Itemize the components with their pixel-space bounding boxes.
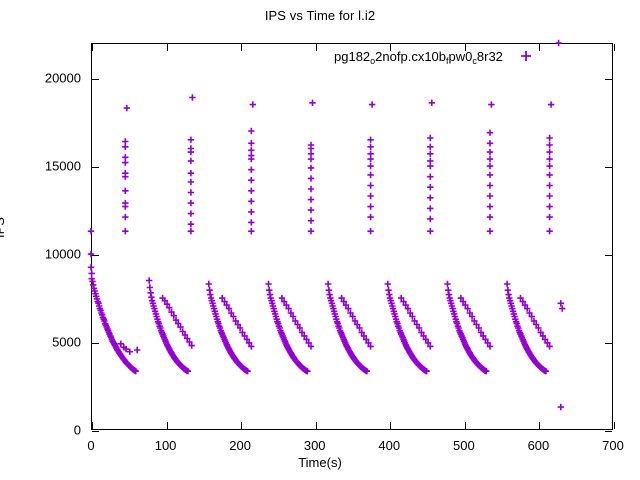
x-tick-label: 500 [452,438,475,453]
x-tick-top [315,44,317,51]
y-tick-right [605,343,612,345]
y-tick [92,431,99,432]
x-tick-label: 300 [303,438,326,453]
chart-title: IPS vs Time for l.i2 [264,8,376,23]
x-tick [539,422,541,429]
y-tick [92,167,99,169]
y-tick-right [605,431,612,432]
legend-series-label: pg182o2nofp.cx10bfpw0c8r32 [334,48,503,66]
x-tick [614,422,615,429]
y-tick [92,343,99,345]
y-axis-label: IPS [0,217,7,238]
x-tick-top [614,44,615,51]
y-tick-label: 10000 [44,246,81,262]
x-axis-label: Time(s) [298,455,342,470]
y-tick [92,79,99,81]
y-tick-right [605,255,612,257]
y-tick-label: 5000 [52,334,81,350]
legend-marker-plus-icon [517,49,535,63]
plot-frame [91,43,615,432]
x-tick-top [92,44,93,51]
y-tick [92,255,99,257]
x-tick-label: 600 [527,438,550,453]
x-tick-label: 200 [229,438,251,453]
chart-legend: pg182o2nofp.cx10bfpw0c8r32 [334,46,535,66]
x-tick-label: 700 [602,438,624,453]
x-tick [464,422,466,429]
y-tick-label: 0 [73,422,81,438]
x-tick [92,422,93,429]
x-tick [390,422,392,429]
x-tick-top [539,44,541,51]
y-tick-label: 15000 [44,158,81,174]
x-tick [315,422,317,429]
x-tick [241,422,243,429]
y-tick-label: 20000 [44,70,81,86]
y-tick-right [605,167,612,169]
x-tick-label: 0 [87,438,95,453]
x-tick-top [166,44,168,51]
x-tick [166,422,168,429]
x-tick-top [241,44,243,51]
x-tick-label: 100 [154,438,177,453]
y-tick-right [605,79,612,81]
x-tick-label: 400 [378,438,401,453]
